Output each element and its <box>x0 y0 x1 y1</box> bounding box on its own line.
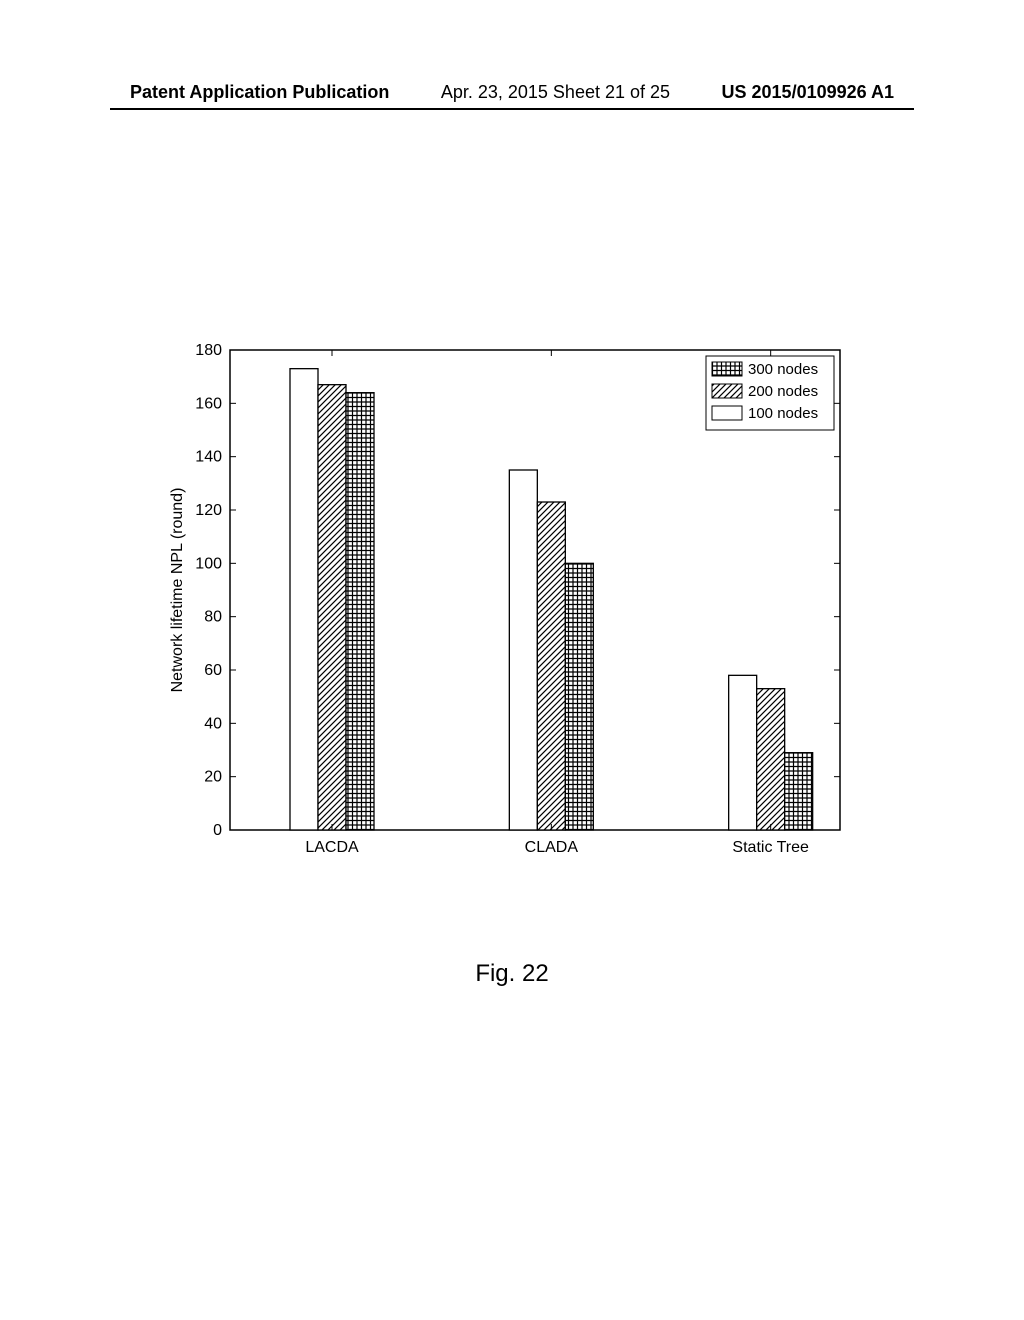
svg-text:80: 80 <box>204 609 222 626</box>
bar <box>318 385 346 830</box>
svg-text:LACDA: LACDA <box>305 839 359 856</box>
svg-text:100 nodes: 100 nodes <box>748 405 818 422</box>
bar <box>729 675 757 830</box>
bar <box>537 502 565 830</box>
header-rule <box>110 108 914 110</box>
header-mid: Apr. 23, 2015 Sheet 21 of 25 <box>441 82 670 103</box>
svg-text:CLADA: CLADA <box>525 839 579 856</box>
network-lifetime-bar-chart: 0 20 40 60 80 100 120 140 160 180 Network lifetime… <box>150 330 870 910</box>
bar <box>785 753 813 830</box>
svg-text:200 nodes: 200 nodes <box>748 383 818 400</box>
figure-caption: Fig. 22 <box>0 960 1024 988</box>
svg-text:20: 20 <box>204 769 222 786</box>
header-left: Patent Application Publication <box>130 82 389 103</box>
svg-text:0: 0 <box>213 822 222 839</box>
svg-text:180: 180 <box>195 342 222 359</box>
svg-text:160: 160 <box>195 395 222 412</box>
svg-text:Network lifetime NPL (round): Network lifetime NPL (round) <box>169 488 186 693</box>
bar <box>757 689 785 830</box>
svg-text:300 nodes: 300 nodes <box>748 361 818 378</box>
svg-text:40: 40 <box>204 715 222 732</box>
bar <box>346 393 374 830</box>
svg-text:140: 140 <box>195 449 222 466</box>
svg-text:120: 120 <box>195 502 222 519</box>
header-right: US 2015/0109926 A1 <box>722 82 894 103</box>
chart-container: 0 20 40 60 80 100 120 140 160 180 Network lifetime… <box>150 330 870 910</box>
svg-text:Static Tree: Static Tree <box>732 839 809 856</box>
svg-text:60: 60 <box>204 662 222 679</box>
bar <box>290 369 318 830</box>
page-header: Patent Application Publication Apr. 23, … <box>0 82 1024 103</box>
svg-text:100: 100 <box>195 555 222 572</box>
bar <box>509 470 537 830</box>
bar <box>565 563 593 830</box>
